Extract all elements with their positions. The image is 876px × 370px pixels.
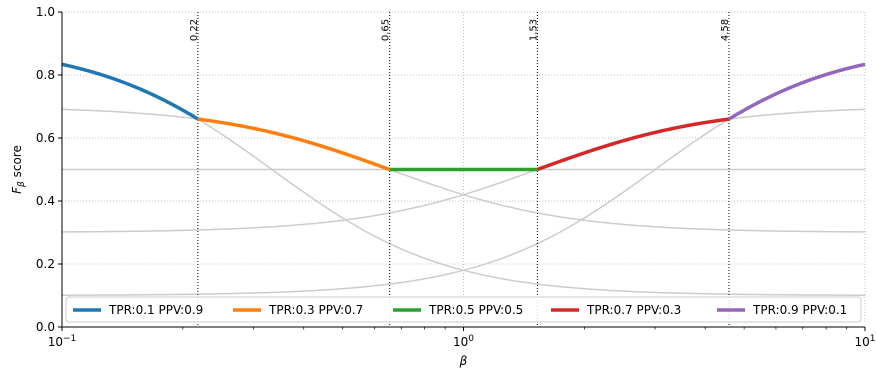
x-axis-label: β [459, 354, 468, 368]
threshold-label: 4.58 [720, 19, 731, 41]
threshold-label: 0.65 [381, 19, 392, 41]
series-line [197, 117, 391, 172]
background-curve [61, 63, 866, 296]
y-tick-label: 0.0 [36, 320, 55, 334]
y-tick-label: 0.6 [36, 131, 55, 145]
legend-box [65, 296, 862, 323]
x-tick-label: 10−1 [48, 334, 77, 349]
series-line [61, 62, 199, 121]
y-axis-label: Fβ score [10, 145, 27, 194]
series-line [728, 62, 866, 121]
background-curve [61, 63, 866, 296]
legend-entry-label: TPR:0.3 PPV:0.7 [268, 303, 363, 317]
y-tick-label: 0.8 [36, 68, 55, 82]
legend-entry-label: TPR:0.7 PPV:0.3 [586, 303, 681, 317]
threshold-label: 0.22 [189, 19, 200, 41]
series-line [536, 117, 730, 172]
y-tick-label: 0.2 [36, 257, 55, 271]
y-tick-label: 1.0 [36, 5, 55, 19]
highlighted-curves [61, 62, 866, 172]
threshold-lines: 0.22 0.65 1.53 4.58 [189, 12, 731, 327]
legend-entry-label: TPR:0.1 PPV:0.9 [108, 303, 203, 317]
y-tick-label: 0.4 [36, 194, 55, 208]
x-tick-label: 100 [453, 334, 474, 349]
x-tick-label: 101 [854, 334, 875, 349]
legend-entry-label: TPR:0.9 PPV:0.1 [752, 303, 847, 317]
legend: TPR:0.1 PPV:0.9 TPR:0.3 PPV:0.7 TPR:0.5 PP… [65, 296, 862, 323]
ticks: 0.0 0.2 0.4 0.6 0.8 1.0 10−1 100 101 [36, 5, 876, 349]
background-curves [61, 63, 866, 296]
legend-entry-label: TPR:0.5 PPV:0.5 [428, 303, 523, 317]
threshold-label: 1.53 [528, 19, 539, 41]
